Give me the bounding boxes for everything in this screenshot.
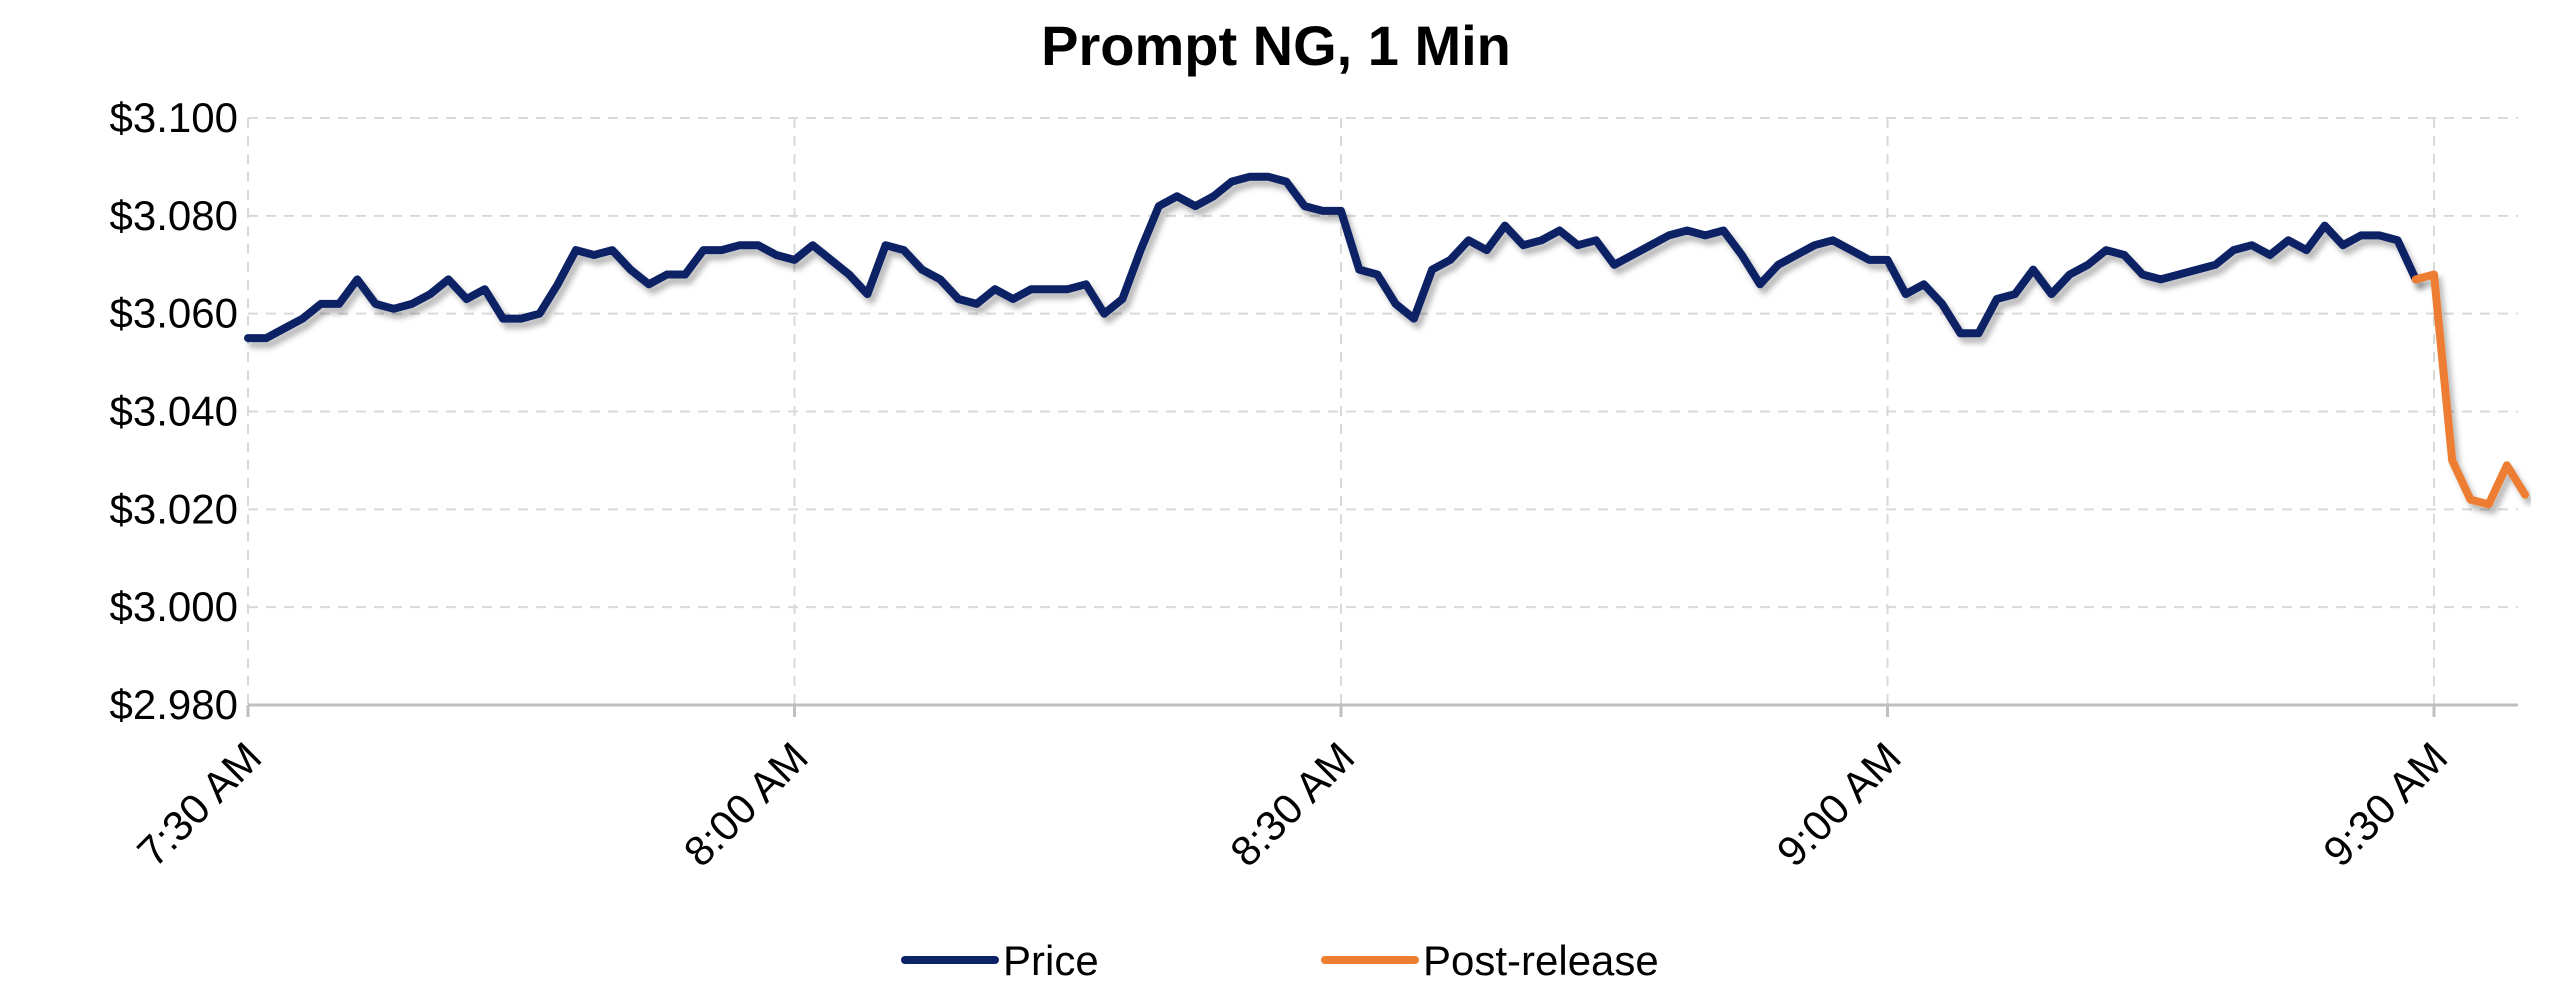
gridlines — [247, 117, 2518, 705]
series-line-price — [244, 172, 2420, 343]
x-axis-tick-labels: 7:30 AM 8:00 AM 8:30 AM 9:00 AM 9:30 AM — [128, 733, 2456, 875]
y-tick-label: $3.100 — [110, 94, 238, 141]
legend-label: Post-release — [1423, 937, 1659, 984]
x-tick-label: 9:00 AM — [1768, 733, 1910, 875]
legend: Price Post-release — [901, 937, 1659, 984]
x-tick-label: 8:00 AM — [675, 733, 817, 875]
y-tick-label: $3.020 — [110, 485, 238, 532]
x-tick-label: 9:30 AM — [2314, 733, 2456, 875]
series-lines — [244, 172, 2530, 509]
legend-label: Price — [1003, 937, 1099, 984]
axes — [246, 703, 2518, 717]
y-tick-label: $3.080 — [110, 192, 238, 239]
x-tick-label: 7:30 AM — [128, 733, 270, 875]
y-tick-label: $3.000 — [110, 583, 238, 630]
y-axis-tick-labels: $2.980 $3.000 $3.020 $3.040 $3.060 $3.080 $3.1… — [110, 94, 238, 728]
y-tick-label: $2.980 — [110, 681, 238, 728]
y-tick-label: $3.040 — [110, 388, 238, 435]
y-tick-label: $3.060 — [110, 290, 238, 337]
chart-title: Prompt NG, 1 Min — [1041, 14, 1511, 77]
x-tick-label: 8:30 AM — [1221, 733, 1363, 875]
series-line-post-release — [2411, 270, 2530, 509]
